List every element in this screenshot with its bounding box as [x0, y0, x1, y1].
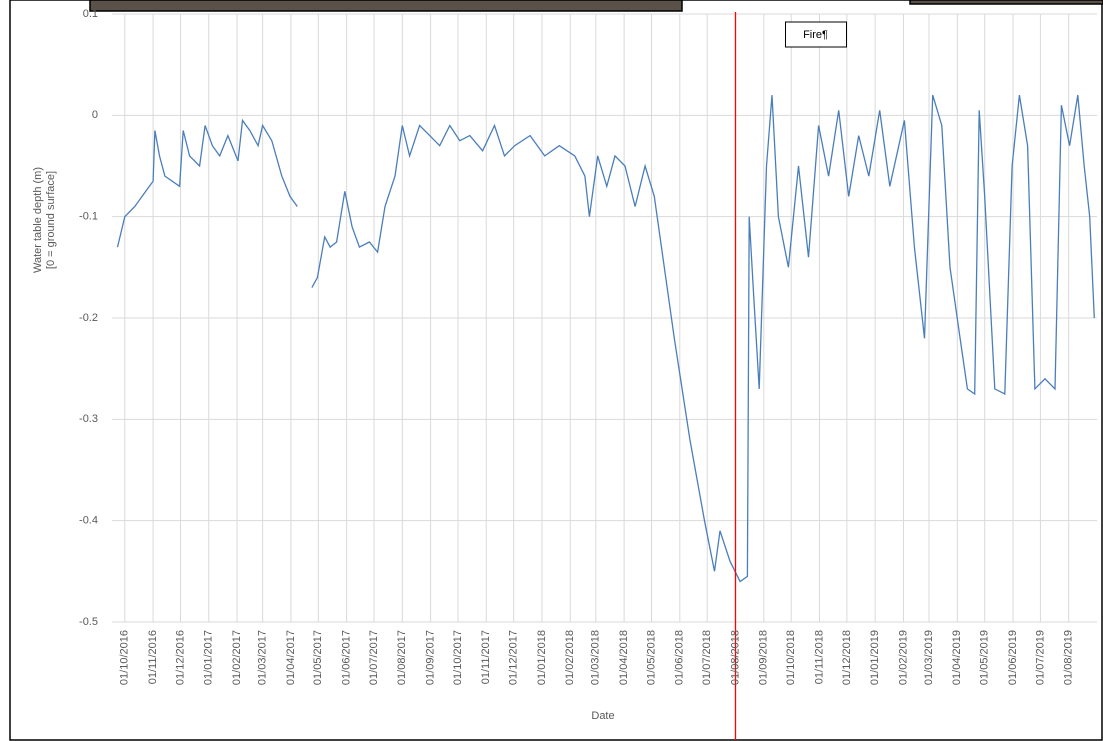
y-tick-label: 0 — [92, 109, 98, 121]
x-tick-label: 01/06/2017 — [341, 630, 353, 685]
x-tick-label: 01/08/2017 — [396, 630, 408, 685]
chart-frame — [9, 0, 1103, 741]
x-tick-label: 01/06/2019 — [1007, 630, 1019, 685]
x-tick-label: 01/04/2018 — [618, 630, 630, 685]
photo-strip — [89, 0, 683, 12]
y-tick-label: -0.1 — [79, 211, 98, 223]
x-tick-label: 01/05/2019 — [979, 630, 991, 685]
x-tick-label: 01/08/2018 — [729, 630, 741, 685]
y-tick-label: -0.3 — [79, 413, 98, 425]
x-tick-label: 01/03/2017 — [257, 630, 269, 685]
grid — [112, 13, 1097, 623]
x-tick-label: 01/11/2017 — [480, 630, 492, 684]
x-tick-label: 01/10/2018 — [785, 630, 797, 685]
annotation-box — [784, 21, 847, 48]
photo-strip — [909, 0, 1103, 5]
y-axis-title-line: Water table depth (m) — [32, 167, 44, 273]
x-tick-label: 01/01/2019 — [869, 630, 881, 685]
x-tick-label: 01/05/2018 — [645, 630, 657, 685]
x-tick-label: 01/02/2019 — [897, 630, 909, 685]
x-tick-label: 01/01/2018 — [536, 630, 548, 685]
x-tick-label: 01/03/2018 — [590, 630, 602, 685]
x-tick-label: 01/09/2018 — [758, 630, 770, 685]
x-tick-label: 01/02/2017 — [231, 630, 243, 685]
x-tick-label: 01/11/2018 — [813, 630, 825, 684]
x-tick-label: 01/07/2019 — [1034, 630, 1046, 685]
y-tick-label: -0.4 — [79, 515, 98, 527]
x-tick-label: 01/09/2017 — [425, 630, 437, 685]
plot: Fire¶ — [116, 12, 1095, 740]
y-axis-title-line: [0 = ground surface] — [45, 171, 57, 269]
x-tick-label: 01/04/2017 — [285, 630, 297, 685]
x-tick-label: 01/10/2016 — [119, 630, 131, 685]
x-axis-title: Date — [591, 710, 614, 722]
x-tick-label: 01/10/2017 — [452, 630, 464, 685]
labels: 0.1 0 -0.1 -0.2 -0.3 -0.4 -0.5 01/10/2016 01/11/… — [79, 8, 1075, 685]
x-tick-label: 01/07/2017 — [368, 630, 380, 685]
annotation-text: Fire¶ — [803, 29, 828, 41]
x-tick-label: 01/06/2018 — [674, 630, 686, 685]
x-tick-label: 01/03/2019 — [923, 630, 935, 685]
x-tick-label: 01/02/2018 — [564, 630, 576, 685]
y-tick-label: 0.1 — [83, 8, 98, 20]
x-tick-label: 01/04/2019 — [951, 630, 963, 685]
x-tick-label: 01/01/2017 — [203, 630, 215, 685]
y-axis-title: Water table depth (m) [0 = ground surfac… — [32, 167, 57, 273]
x-tick-label: 01/08/2019 — [1063, 630, 1075, 685]
y-tick-label: -0.2 — [79, 312, 98, 324]
x-tick-label: 01/12/2016 — [174, 630, 186, 685]
x-tick-label: 01/12/2017 — [508, 630, 520, 685]
x-tick-label: 01/12/2018 — [841, 630, 853, 685]
y-tick-label: -0.5 — [79, 616, 98, 628]
x-tick-label: 01/05/2017 — [312, 630, 324, 685]
x-tick-label: 01/07/2018 — [701, 630, 713, 685]
x-tick-label: 01/11/2016 — [147, 630, 159, 684]
